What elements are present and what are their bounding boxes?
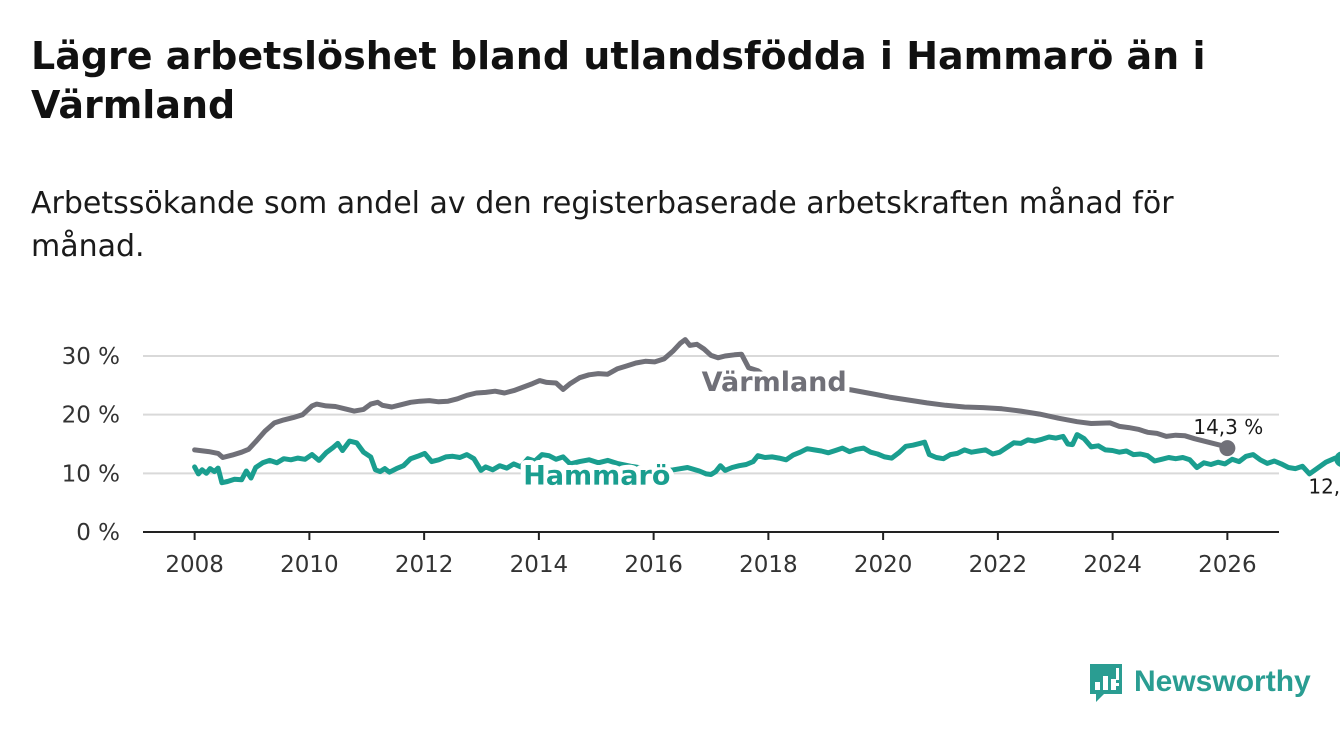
- series-label-halo: Värmland: [702, 367, 847, 398]
- series-line-vrmland: [192, 337, 1230, 460]
- y-tick-label: 0 %: [76, 520, 120, 546]
- x-tick-label: 2010: [280, 552, 339, 578]
- series-labels: 12,4 %14,3 %VärmlandVärmlandHammaröHamma…: [518, 362, 1340, 498]
- y-tick-label: 30 %: [62, 344, 120, 370]
- y-tick-label: 10 %: [62, 461, 120, 487]
- x-tick-label: 2018: [739, 552, 798, 578]
- series-label-halo: Hammarö: [523, 461, 670, 492]
- axes: 0 % 10 % 20 % 30 % 2008 2010 2012 2014 2016 2018 2…: [62, 344, 1279, 578]
- series-endpoint-marker: [1219, 440, 1236, 457]
- x-tick-label: 2014: [510, 552, 569, 578]
- x-tick-label: 2026: [1198, 552, 1257, 578]
- x-tick-label: 2020: [854, 552, 913, 578]
- x-tick-label: 2012: [395, 552, 454, 578]
- end-value-label: 14,3 %: [1193, 415, 1263, 439]
- series-endpoint-marker: [1334, 451, 1340, 467]
- chart-subtitle: Arbetssökande som andel av den registerb…: [31, 186, 1174, 264]
- x-tick-label: 2024: [1083, 552, 1142, 578]
- y-tick-label: 20 %: [62, 403, 120, 429]
- chart-title: Lägre arbetslöshet bland utlandsfödda i …: [31, 34, 1206, 127]
- brand-name: Newsworthy: [1134, 665, 1311, 698]
- newsworthy-logo: Newsworthy: [1088, 660, 1311, 704]
- series-name-label: Värmland: [702, 367, 847, 398]
- end-value-label: 12,4 %: [1308, 474, 1340, 498]
- series-lines: [192, 337, 1340, 486]
- series-line-hammar: [192, 432, 1340, 486]
- x-tick-label: 2016: [624, 552, 683, 578]
- newsworthy-chart-bubble-icon: [1090, 664, 1122, 702]
- x-tick-label: 2022: [969, 552, 1028, 578]
- series-name-label: Hammarö: [523, 461, 670, 492]
- x-tick-label: 2008: [165, 552, 224, 578]
